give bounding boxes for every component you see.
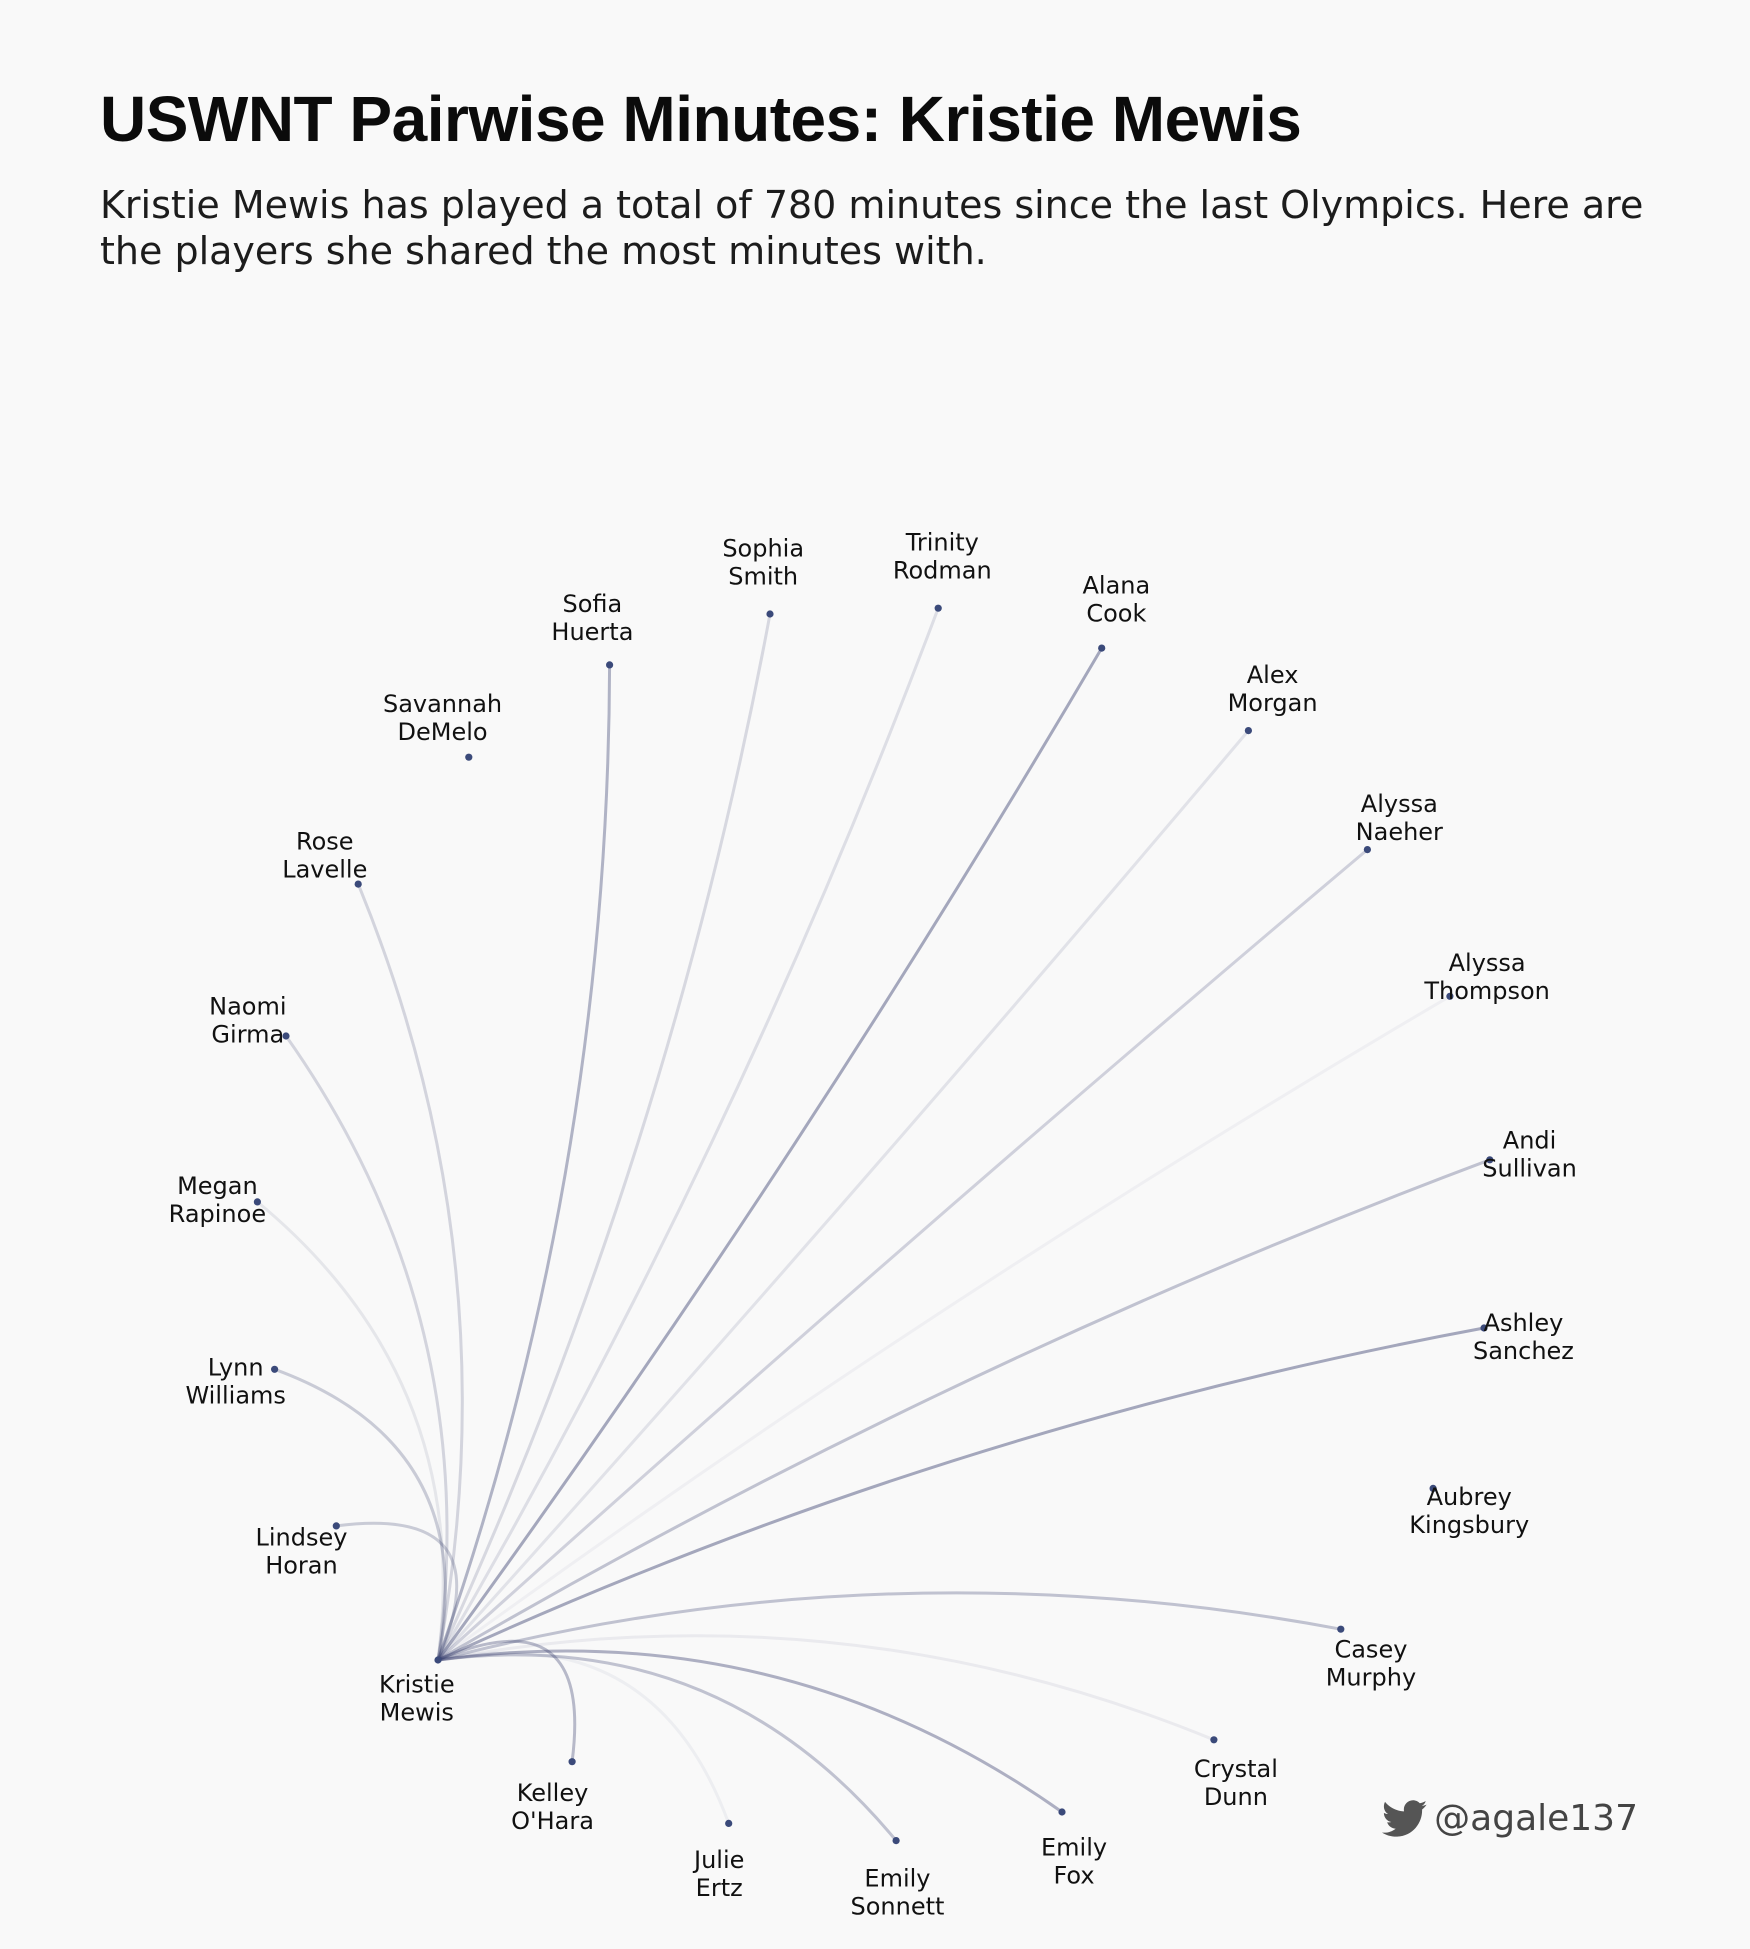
link-sophia-smith (436, 612, 772, 1662)
link-kelley-o-hara (436, 1639, 577, 1764)
link-lindsey-horan (334, 1521, 459, 1662)
link-trinity-rodman (436, 606, 940, 1662)
link-crystal-dunn (436, 1634, 1216, 1742)
node-sofia-huerta (606, 661, 614, 669)
link-alyssa-naeher (436, 848, 1369, 1662)
node-andi-sullivan (1486, 1156, 1494, 1164)
author-handle: @agale137 (1434, 1798, 1638, 1839)
link-sofia-huerta (436, 663, 612, 1662)
chart-subtitle: Kristie Mewis has played a total of 780 … (100, 183, 1644, 273)
link-alana-cook (436, 646, 1104, 1662)
label-alyssa-thompson: Alyssa Thompson (1423, 949, 1550, 1005)
label-megan-rapinoe: Megan Rapinoe (169, 1172, 266, 1228)
label-emily-fox: Emily Fox (1041, 1834, 1107, 1890)
link-casey-murphy (436, 1591, 1343, 1662)
node-aubrey-kingsbury (1429, 1484, 1437, 1492)
credit: @agale137 (1382, 1798, 1638, 1839)
link-emily-fox (436, 1649, 1064, 1814)
node-alana-cook (1098, 644, 1106, 652)
node-alex-morgan (1244, 727, 1252, 735)
link-emily-sonnett (436, 1653, 898, 1843)
node-emily-fox (1058, 1808, 1066, 1816)
label-layer: Kelley O'Hara Julie Ertz Emily Sonnett Emily Fo… (169, 529, 1577, 1921)
node-center-player (434, 1656, 442, 1664)
link-alex-morgan (436, 729, 1250, 1662)
link-rose-lavelle (356, 882, 464, 1662)
label-sophia-smith: Sophia Smith (722, 535, 804, 591)
label-alana-cook: Alana Cook (1083, 572, 1151, 628)
label-sofia-huerta: Sofia Huerta (551, 590, 633, 646)
label-alyssa-naeher: Alyssa Naeher (1356, 790, 1443, 846)
node-julie-ertz (725, 1819, 733, 1827)
label-crystal-dunn: Crystal Dunn (1194, 1755, 1278, 1811)
node-sophia-smith (766, 610, 774, 618)
bird-icon (1382, 1799, 1428, 1838)
label-aubrey-kingsbury: Aubrey Kingsbury (1409, 1483, 1529, 1539)
label-casey-murphy: Casey Murphy (1326, 1635, 1416, 1691)
label-center-player: Kristie Mewis (379, 1670, 455, 1726)
node-alyssa-thompson (1446, 992, 1454, 1000)
node-naomi-girma (282, 1032, 290, 1040)
label-emily-sonnett: Emily Sonnett (850, 1865, 944, 1921)
node-emily-sonnett (892, 1837, 900, 1845)
node-megan-rapinoe (253, 1198, 261, 1206)
chart-title: USWNT Pairwise Minutes: Kristie Mewis (100, 83, 1302, 155)
node-lindsey-horan (332, 1522, 340, 1530)
node-rose-lavelle (354, 880, 362, 888)
label-trinity-rodman: Trinity Rodman (893, 529, 992, 585)
label-andi-sullivan: Andi Sullivan (1482, 1126, 1577, 1182)
label-alex-morgan: Alex Morgan (1228, 661, 1318, 717)
label-rose-lavelle: Rose Lavelle (282, 828, 367, 884)
link-ashley-sanchez (436, 1326, 1486, 1662)
link-andi-sullivan (436, 1158, 1492, 1662)
link-megan-rapinoe (255, 1200, 445, 1662)
link-lynn-williams (273, 1367, 447, 1662)
label-ashley-sanchez: Ashley Sanchez (1473, 1309, 1574, 1365)
label-savannah-demelo: Savannah DeMelo (383, 690, 502, 746)
node-alyssa-naeher (1363, 846, 1371, 854)
label-julie-ertz: Julie Ertz (692, 1846, 744, 1902)
node-savannah-demelo (465, 753, 473, 761)
node-crystal-dunn (1210, 1736, 1218, 1744)
label-naomi-girma: Naomi Girma (209, 992, 286, 1048)
label-lynn-williams: Lynn Williams (185, 1354, 285, 1410)
node-kelley-o-hara (568, 1758, 576, 1766)
link-naomi-girma (284, 1034, 449, 1662)
label-lindsey-horan: Lindsey Horan (255, 1523, 347, 1579)
node-lynn-williams (271, 1365, 279, 1373)
label-kelley-o-hara: Kelley O'Hara (511, 1779, 594, 1835)
node-casey-murphy (1337, 1625, 1345, 1633)
node-ashley-sanchez (1480, 1324, 1488, 1332)
link-layer (255, 606, 1492, 1843)
link-julie-ertz (436, 1651, 731, 1825)
node-trinity-rodman (934, 604, 942, 612)
node-layer (253, 604, 1494, 1845)
link-alyssa-thompson (436, 994, 1452, 1662)
